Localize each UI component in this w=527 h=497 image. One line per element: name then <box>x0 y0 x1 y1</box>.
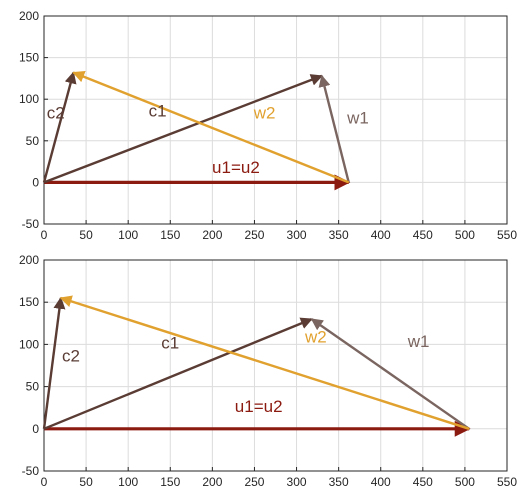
vector-label-w2: w2 <box>304 328 327 347</box>
vector-label-w1: w1 <box>407 332 430 351</box>
x-tick-label: 200 <box>202 475 222 489</box>
vector-c2 <box>42 71 77 183</box>
x-tick-label: 0 <box>41 475 48 489</box>
vector-label-c2: c2 <box>47 103 65 122</box>
y-tick-label: 150 <box>19 51 39 65</box>
x-tick-label: 550 <box>497 228 517 242</box>
vector-label-c1: c1 <box>161 334 179 353</box>
vector-w1 <box>310 318 470 430</box>
x-tick-label: 500 <box>455 475 475 489</box>
x-tick-label: 450 <box>413 228 433 242</box>
y-tick-label: -50 <box>22 464 40 478</box>
x-tick-label: 450 <box>413 475 433 489</box>
x-tick-label: 400 <box>371 228 391 242</box>
x-tick-label: 100 <box>118 228 138 242</box>
y-tick-label: 50 <box>26 380 40 394</box>
y-tick-label: 200 <box>19 253 39 267</box>
y-tick-label: 200 <box>19 9 39 23</box>
y-tick-label: 0 <box>32 422 39 436</box>
y-tick-label: 0 <box>32 175 39 189</box>
x-tick-label: 200 <box>202 228 222 242</box>
vector-label-w2: w2 <box>253 103 276 122</box>
y-tick-label: 150 <box>19 295 39 309</box>
y-tick-label: 100 <box>19 92 39 106</box>
x-tick-label: 250 <box>244 475 264 489</box>
plot-frame <box>43 15 508 225</box>
y-tick-label: 50 <box>26 134 40 148</box>
y-tick-label: -50 <box>22 217 40 231</box>
x-tick-label: 150 <box>160 228 180 242</box>
x-tick-label: 300 <box>287 228 307 242</box>
x-tick-label: 400 <box>371 475 391 489</box>
x-tick-label: 500 <box>455 228 475 242</box>
velocity-triangle-plot-1: 0 50 100 150 200 250 300 350 400 450 500 550-500501… <box>19 9 517 242</box>
x-tick-label: 150 <box>160 475 180 489</box>
vector-c2 <box>42 296 66 429</box>
vector-w1 <box>318 74 350 183</box>
x-tick-label: 550 <box>497 475 517 489</box>
x-tick-label: 350 <box>329 475 349 489</box>
plot-frame <box>43 259 508 472</box>
vector-label-c1: c1 <box>149 102 167 121</box>
vector-label-u: u1=u2 <box>212 158 260 177</box>
x-tick-label: 300 <box>287 475 307 489</box>
vector-label-c2: c2 <box>62 346 80 365</box>
vector-c1 <box>43 317 313 430</box>
x-tick-label: 100 <box>118 475 138 489</box>
vector-w2 <box>59 295 470 430</box>
vector-label-u: u1=u2 <box>235 397 283 416</box>
x-tick-label: 0 <box>41 228 48 242</box>
vector-w2 <box>72 71 350 184</box>
x-tick-label: 50 <box>79 228 93 242</box>
x-tick-label: 350 <box>329 228 349 242</box>
x-tick-label: 50 <box>79 475 93 489</box>
y-tick-label: 100 <box>19 337 39 351</box>
x-tick-label: 250 <box>244 228 264 242</box>
vector-c1 <box>43 74 323 184</box>
velocity-triangle-plot-2: 0 50 100 150 200 250 300 350 400 450 500 550-500501… <box>19 253 517 489</box>
vector-label-w1: w1 <box>346 108 369 127</box>
